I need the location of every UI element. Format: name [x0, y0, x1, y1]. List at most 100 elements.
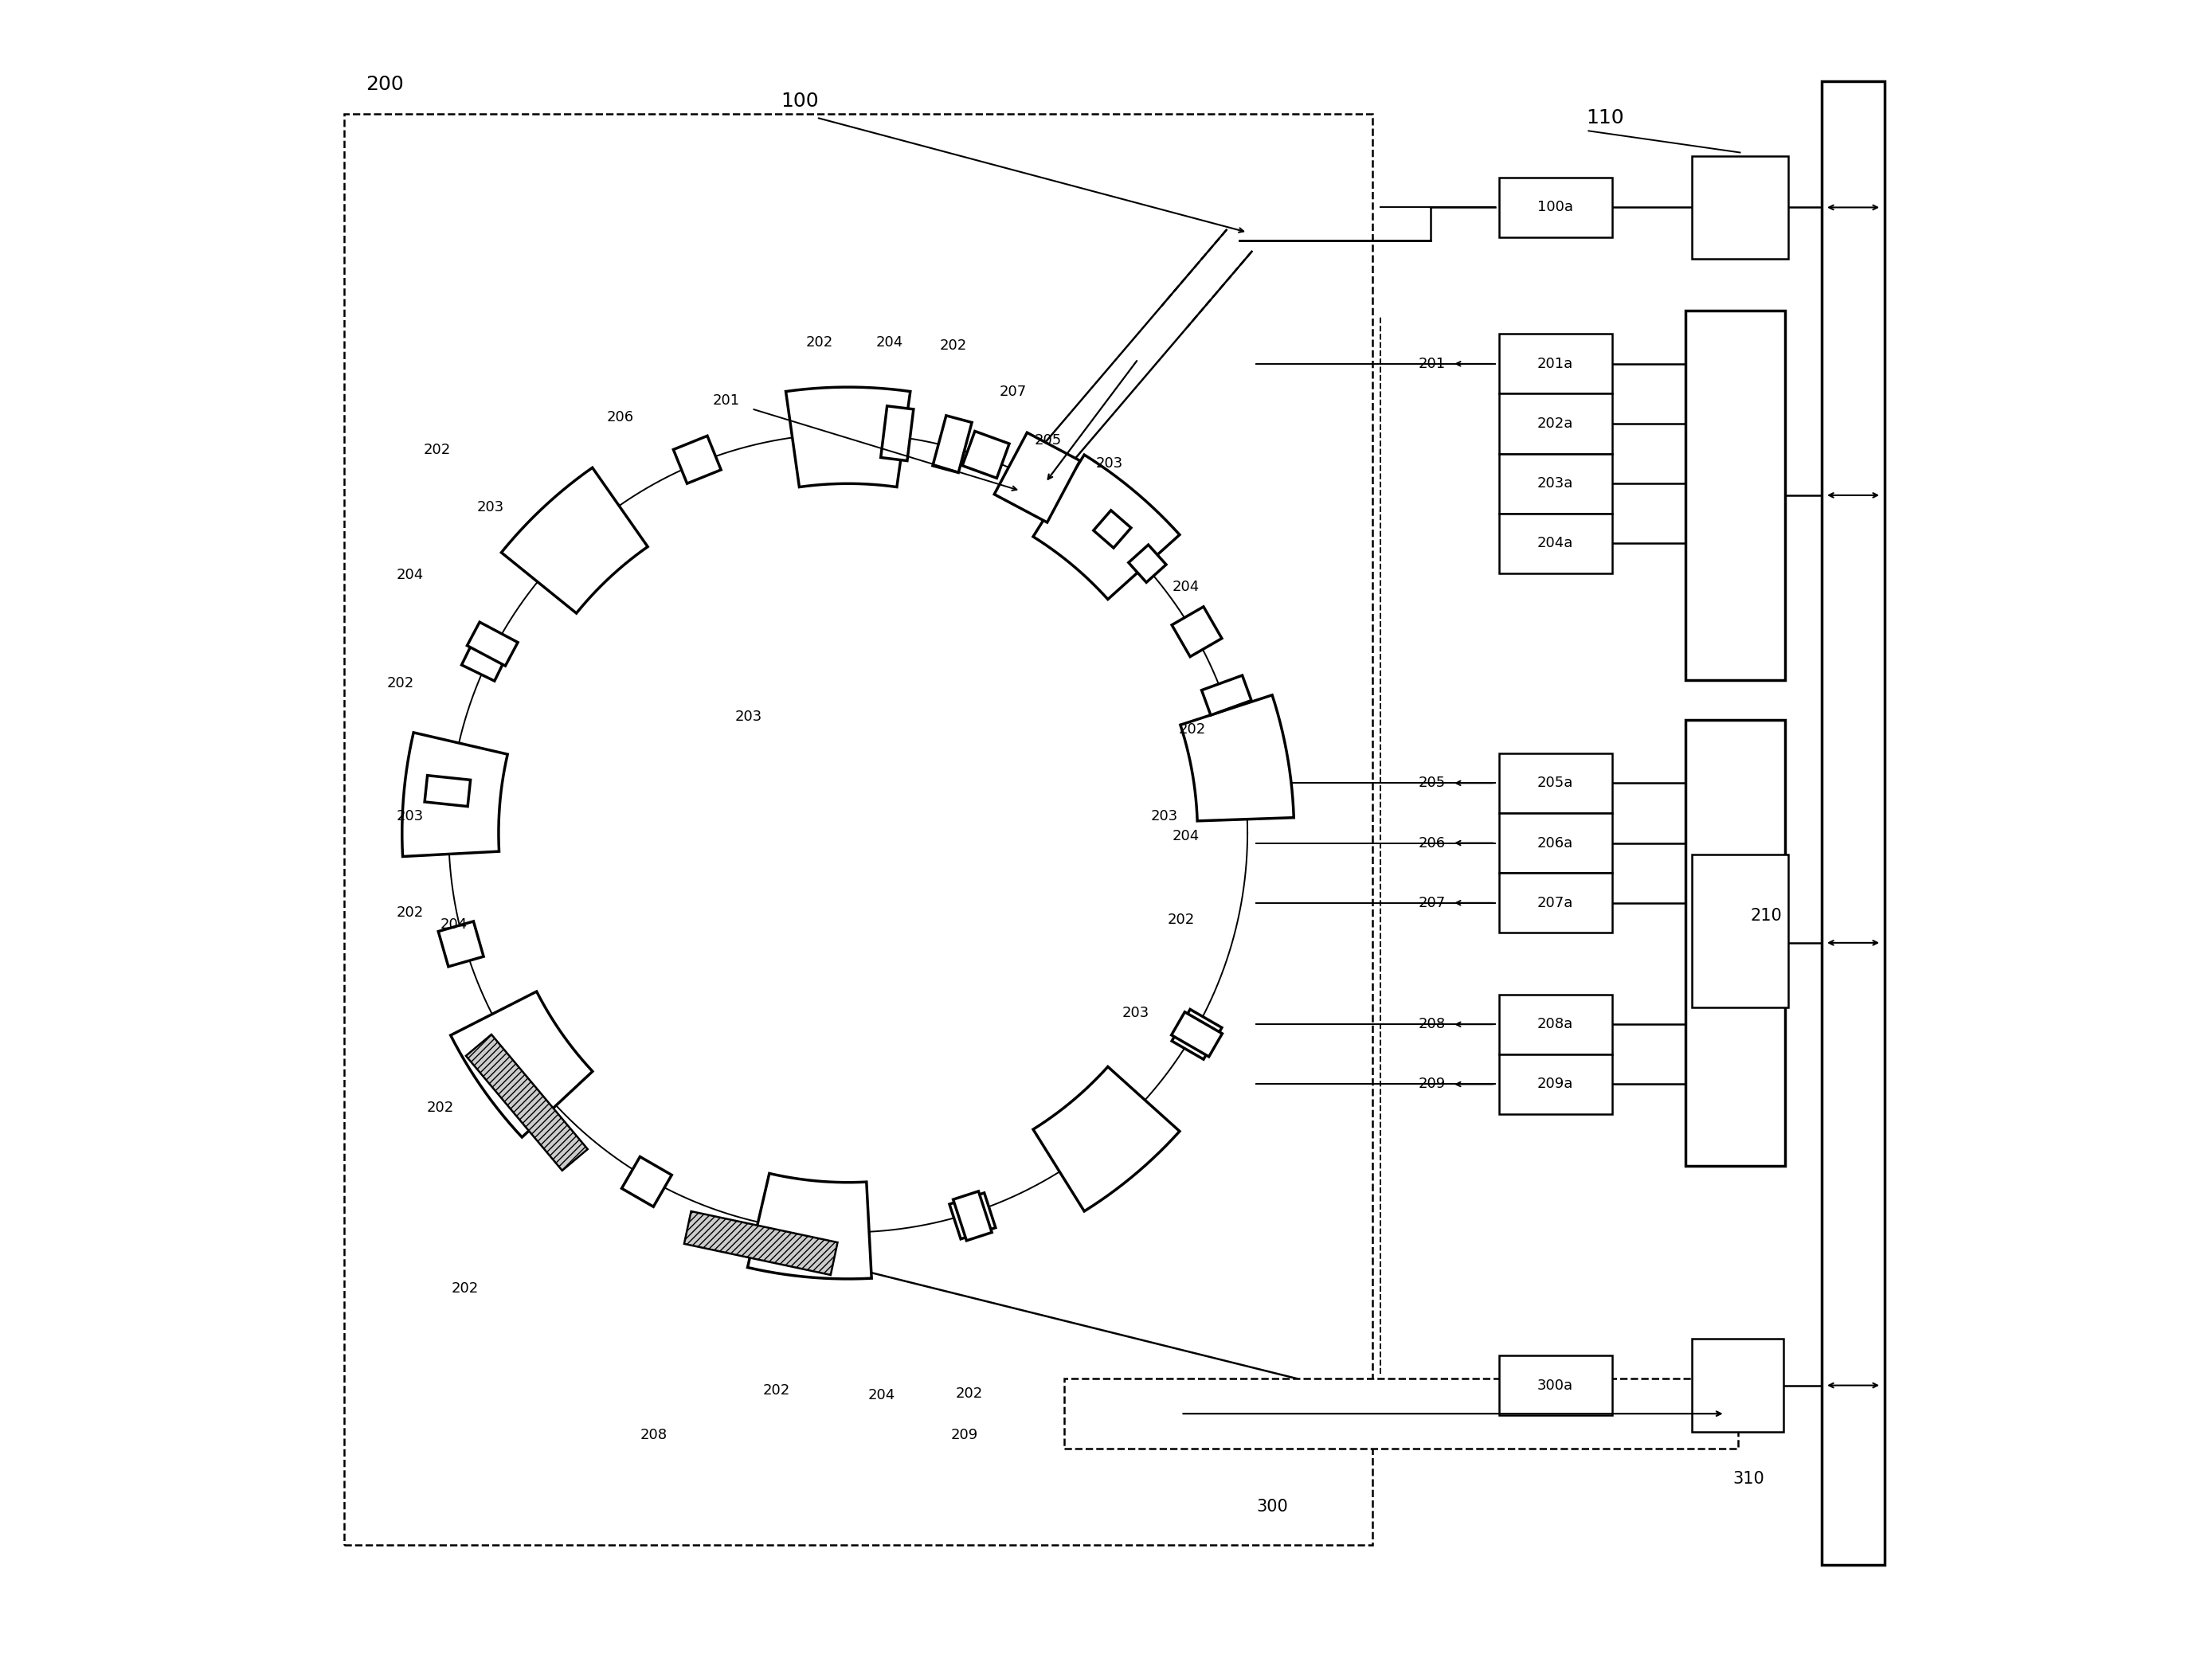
Text: 202: 202 [763, 1383, 790, 1398]
Text: 201a: 201a [1537, 357, 1573, 372]
Bar [962, 431, 1009, 478]
Bar [1172, 1010, 1221, 1060]
Text: 209: 209 [951, 1428, 978, 1443]
Bar [880, 407, 914, 461]
Bar [1093, 510, 1130, 548]
Text: 202: 202 [805, 335, 834, 350]
Bar [1500, 513, 1613, 573]
Text: 208: 208 [1418, 1018, 1444, 1031]
Text: 203a: 203a [1537, 476, 1573, 491]
Text: 207: 207 [1418, 896, 1444, 910]
Text: 209: 209 [1418, 1076, 1444, 1091]
Bar [1172, 606, 1221, 656]
Bar [1500, 1055, 1613, 1115]
Text: 206a: 206a [1537, 836, 1573, 850]
Text: 202: 202 [396, 906, 425, 920]
Bar [1500, 873, 1613, 933]
Text: 203: 203 [1121, 1006, 1150, 1020]
Text: 200: 200 [365, 75, 403, 93]
Polygon shape [1181, 695, 1294, 821]
Bar [1500, 995, 1613, 1055]
Bar [1692, 855, 1787, 1008]
Text: 100: 100 [781, 92, 818, 110]
Text: 201: 201 [1418, 357, 1444, 372]
Text: 203: 203 [476, 500, 504, 515]
Text: 204: 204 [440, 918, 467, 931]
Text: 204: 204 [396, 568, 425, 583]
Polygon shape [467, 1035, 588, 1171]
Bar [672, 436, 721, 483]
Text: 204: 204 [867, 1388, 896, 1403]
Bar [1201, 675, 1252, 715]
Bar [1128, 545, 1166, 583]
Text: 202: 202 [940, 338, 967, 353]
Bar [1500, 753, 1613, 813]
Text: 100a: 100a [1537, 200, 1573, 215]
Text: 202: 202 [387, 676, 414, 690]
Text: 208a: 208a [1537, 1018, 1573, 1031]
Bar [1500, 813, 1613, 873]
Polygon shape [451, 991, 593, 1138]
Text: 202: 202 [1179, 723, 1206, 736]
Polygon shape [502, 468, 648, 613]
Bar [343, 115, 1371, 1544]
Bar [1500, 178, 1613, 237]
Bar [1692, 1339, 1783, 1433]
Text: 110: 110 [1586, 108, 1624, 127]
Text: 205: 205 [1035, 433, 1062, 448]
Bar [622, 1156, 672, 1206]
Bar [425, 775, 471, 806]
Text: 203: 203 [1095, 456, 1124, 471]
Bar [1500, 393, 1613, 453]
Text: 202: 202 [451, 1281, 480, 1296]
Text: 300a: 300a [1537, 1378, 1573, 1393]
Text: 202: 202 [1168, 913, 1194, 926]
Polygon shape [1033, 455, 1179, 600]
Text: 209a: 209a [1537, 1076, 1573, 1091]
Bar [438, 921, 484, 966]
Text: 205a: 205a [1537, 776, 1573, 790]
Polygon shape [1033, 1066, 1179, 1211]
Bar [467, 621, 518, 666]
Text: 210: 210 [1750, 908, 1781, 925]
Bar [949, 1193, 995, 1240]
Bar [1172, 1011, 1223, 1056]
Text: 204: 204 [876, 335, 902, 350]
Bar [1692, 157, 1787, 258]
Bar [462, 631, 511, 681]
Text: 202: 202 [427, 1100, 453, 1115]
Polygon shape [748, 1173, 872, 1279]
Bar [993, 433, 1079, 523]
Text: 204a: 204a [1537, 536, 1573, 551]
Bar [953, 1191, 991, 1241]
Bar [1686, 720, 1785, 1166]
Bar [1026, 458, 1073, 510]
Text: 207a: 207a [1537, 896, 1573, 910]
Text: 202: 202 [956, 1386, 982, 1401]
Bar [1500, 1356, 1613, 1416]
Text: 207: 207 [1000, 385, 1026, 400]
Text: 208: 208 [639, 1428, 668, 1443]
Bar [933, 415, 971, 473]
Bar [1064, 1379, 1739, 1449]
Text: 203: 203 [734, 710, 761, 723]
Polygon shape [403, 733, 507, 856]
Text: 205: 205 [1418, 776, 1444, 790]
Text: 202a: 202a [1537, 416, 1573, 431]
Text: 310: 310 [1732, 1471, 1765, 1486]
Text: 206: 206 [1418, 836, 1444, 850]
Polygon shape [785, 387, 911, 486]
Text: 206: 206 [606, 410, 633, 425]
Text: 203: 203 [396, 810, 425, 823]
Text: 202: 202 [422, 443, 451, 458]
Bar [1823, 82, 1885, 1564]
Bar [1686, 310, 1785, 680]
Text: 204: 204 [1172, 580, 1199, 593]
Text: 300: 300 [1256, 1499, 1287, 1514]
Bar [1500, 333, 1613, 393]
Text: 201: 201 [712, 393, 741, 408]
Bar [1500, 453, 1613, 513]
Polygon shape [684, 1211, 838, 1274]
Text: 203: 203 [1150, 810, 1177, 823]
Text: 204: 204 [1172, 830, 1199, 843]
